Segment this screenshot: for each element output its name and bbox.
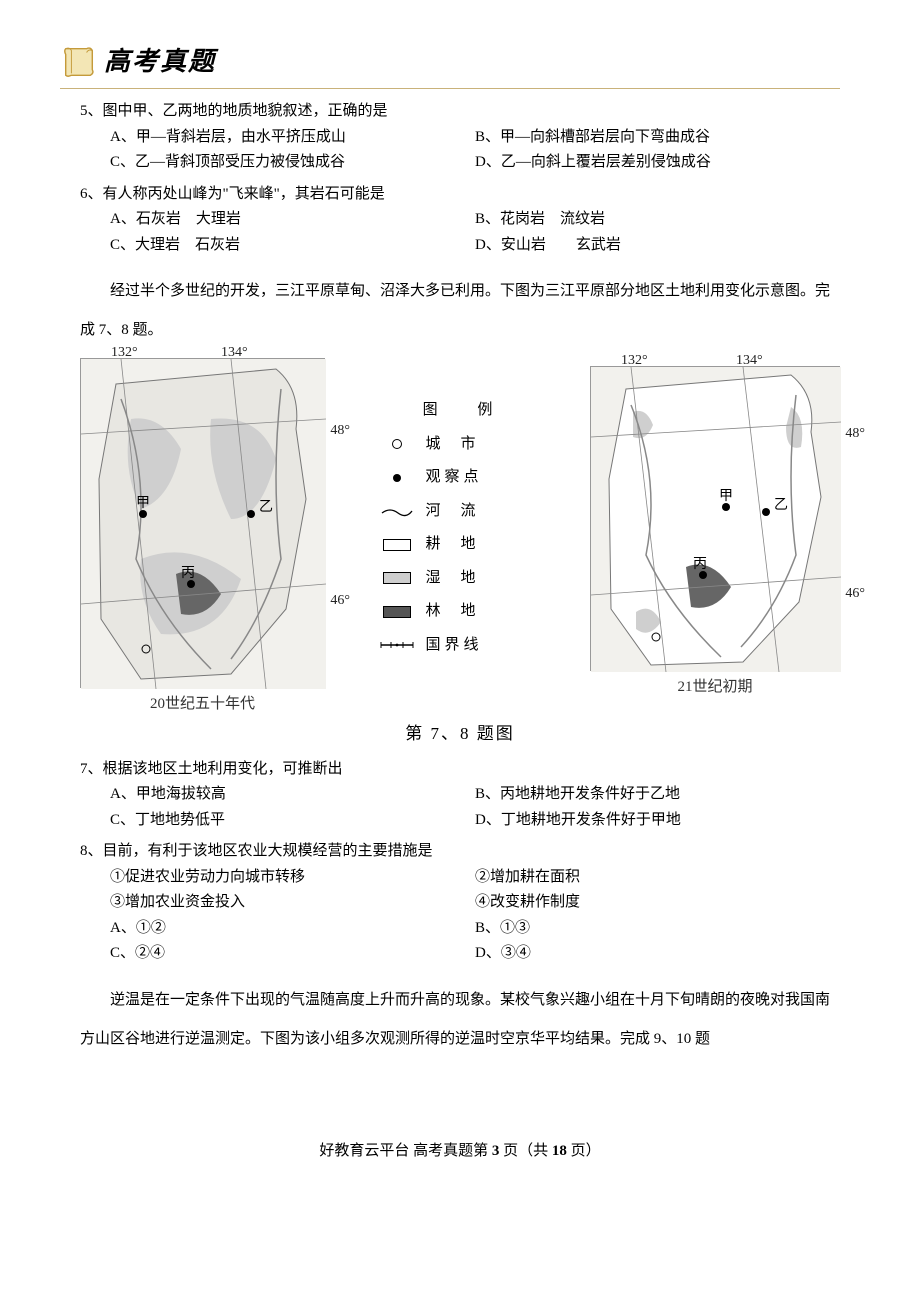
svg-text:丙: 丙 [181, 566, 195, 581]
q5-option-a: A、甲―背斜岩层，由水平挤压成山 [110, 125, 475, 151]
rect-open-icon [378, 539, 416, 551]
banner-title: 高考真题 [104, 40, 216, 84]
q5-stem: 5、图中甲、乙两地的地质地貌叙述，正确的是 [80, 99, 840, 125]
q8-option-c: C、②④ [110, 941, 475, 967]
map-right-caption: 21世纪初期 [590, 675, 840, 701]
figure-title: 第 7、8 题图 [80, 720, 840, 749]
map-left-wrapper: 132° 134° 48° 46° [80, 358, 325, 718]
axis-lon1-left: 132° [111, 341, 138, 365]
q6-stem: 6、有人称丙处山峰为"飞来峰"，其岩石可能是 [80, 182, 840, 208]
q8-statement-2: ②增加耕在面积 [475, 865, 840, 891]
rect-gray-icon [378, 572, 416, 584]
q7-option-a: A、甲地海拔较高 [110, 782, 475, 808]
legend-label-forest: 林地 [426, 599, 496, 625]
q8-statement-1: ①促进农业劳动力向城市转移 [110, 865, 475, 891]
legend-item-border: 国界线 [378, 633, 538, 659]
svg-text:甲: 甲 [719, 489, 733, 504]
q6-option-a: A、石灰岩 大理岩 [110, 207, 475, 233]
q8-option-d: D、③④ [475, 941, 840, 967]
svg-text:乙: 乙 [774, 497, 788, 513]
question-7: 7、根据该地区土地利用变化，可推断出 A、甲地海拔较高 B、丙地耕地开发条件好于… [80, 757, 840, 834]
axis-lat2-right: 46° [845, 582, 865, 606]
question-6: 6、有人称丙处山峰为"飞来峰"，其岩石可能是 A、石灰岩 大理岩 B、花岗岩 流… [80, 182, 840, 259]
page-footer: 好教育云平台 高考真题第 3 页（共 18 页） [80, 1139, 840, 1165]
figure-legend: 图 例 城市 观察点 河流 耕地 [378, 358, 538, 666]
circle-open-icon [378, 439, 416, 449]
q7-option-d: D、丁地耕地开发条件好于甲地 [475, 808, 840, 834]
q8-stem: 8、目前，有利于该地区农业大规模经营的主要措施是 [80, 839, 840, 865]
rect-dark-icon [378, 606, 416, 618]
legend-item-forest: 林地 [378, 599, 538, 625]
scroll-icon [60, 43, 98, 81]
legend-label-wetland: 湿地 [426, 566, 496, 592]
legend-label-border: 国界线 [426, 633, 483, 659]
q8-statement-4: ④改变耕作制度 [475, 890, 840, 916]
legend-item-city: 城市 [378, 432, 538, 458]
legend-item-river: 河流 [378, 499, 538, 525]
legend-label-farmland: 耕地 [426, 532, 496, 558]
legend-label-obs: 观察点 [426, 465, 483, 491]
q6-option-c: C、大理岩 石灰岩 [110, 233, 475, 259]
q8-statement-3: ③增加农业资金投入 [110, 890, 475, 916]
axis-lon2-left: 134° [221, 341, 248, 365]
q6-option-d: D、安山岩 玄武岩 [475, 233, 840, 259]
svg-text:丙: 丙 [693, 557, 707, 572]
legend-item-farmland: 耕地 [378, 532, 538, 558]
footer-prefix: 好教育云平台 高考真题第 [319, 1143, 492, 1159]
svg-text:甲: 甲 [136, 496, 150, 511]
q8-option-a: A、①② [110, 916, 475, 942]
q7-stem: 7、根据该地区土地利用变化，可推断出 [80, 757, 840, 783]
legend-item-obs: 观察点 [378, 465, 538, 491]
q7-option-b: B、丙地耕地开发条件好于乙地 [475, 782, 840, 808]
header-banner: 高考真题 [60, 40, 840, 89]
question-5: 5、图中甲、乙两地的地质地貌叙述，正确的是 A、甲―背斜岩层，由水平挤压成山 B… [80, 99, 840, 176]
figure-7-8: 132° 134° 48° 46° [80, 358, 840, 748]
q6-option-b: B、花岗岩 流纹岩 [475, 207, 840, 233]
axis-lon2-right: 134° [736, 349, 763, 373]
q5-option-b: B、甲―向斜槽部岩层向下弯曲成谷 [475, 125, 840, 151]
footer-suffix: 页） [567, 1143, 601, 1159]
context-q7-8: 经过半个多世纪的开发，三江平原草甸、沼泽大多已利用。下图为三江平原部分地区土地利… [80, 272, 840, 350]
axis-lat1-left: 48° [330, 419, 350, 443]
question-8: 8、目前，有利于该地区农业大规模经营的主要措施是 ①促进农业劳动力向城市转移 ②… [80, 839, 840, 967]
footer-total: 18 [552, 1143, 567, 1159]
circle-filled-icon [378, 474, 416, 482]
legend-item-wetland: 湿地 [378, 566, 538, 592]
axis-lat2-left: 46° [330, 589, 350, 613]
border-line-icon [378, 640, 416, 650]
q5-option-c: C、乙―背斜顶部受压力被侵蚀成谷 [110, 150, 475, 176]
q8-option-b: B、①③ [475, 916, 840, 942]
legend-title: 图 例 [378, 398, 538, 424]
axis-lon1-right: 132° [621, 349, 648, 373]
q5-option-d: D、乙―向斜上覆岩层差别侵蚀成谷 [475, 150, 840, 176]
footer-mid: 页（共 [499, 1143, 552, 1159]
legend-label-city: 城市 [426, 432, 496, 458]
map-right: 132° 134° 48° 46° [590, 366, 840, 671]
context-q9-10: 逆温是在一定条件下出现的气温随高度上升而升高的现象。某校气象兴趣小组在十月下旬晴… [80, 981, 840, 1059]
axis-lat1-right: 48° [845, 422, 865, 446]
map-right-wrapper: 132° 134° 48° 46° [590, 358, 840, 701]
map-left: 132° 134° 48° 46° [80, 358, 325, 688]
map-left-caption: 20世纪五十年代 [80, 692, 325, 718]
legend-label-river: 河流 [426, 499, 496, 525]
river-icon [378, 505, 416, 517]
q7-option-c: C、丁地地势低平 [110, 808, 475, 834]
svg-text:乙: 乙 [259, 499, 273, 515]
